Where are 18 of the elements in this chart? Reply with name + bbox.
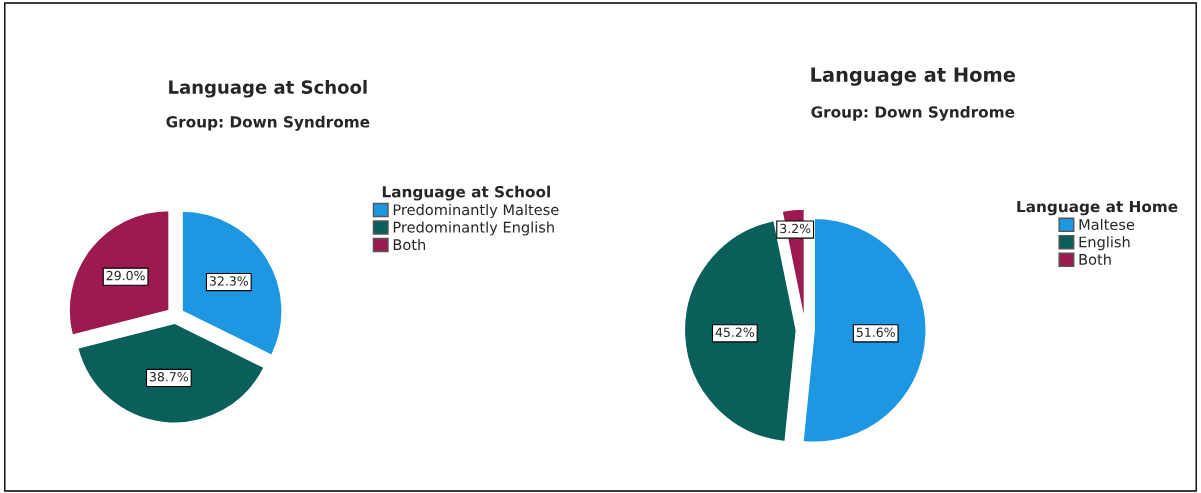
chart-subtitle: Group: Down Syndrome <box>166 115 370 131</box>
legend-label: Maltese <box>1079 218 1135 231</box>
legend-title: Language at Home <box>1017 200 1178 216</box>
data-label: 45.2% <box>715 327 755 337</box>
chart-title: Language at Home <box>811 67 1016 86</box>
chart-title: Language at School <box>169 79 367 98</box>
data-label: 32.3% <box>209 276 248 286</box>
data-label: 38.7% <box>149 372 188 382</box>
legend-label: Both <box>1079 253 1111 265</box>
data-label: 29.0% <box>106 270 145 281</box>
chart-subtitle: Group: Down Syndrome <box>811 105 1015 121</box>
legend-label: Predominantly English <box>393 221 554 236</box>
legend-label: English <box>1079 236 1130 251</box>
legend-title: Language at School <box>382 185 550 201</box>
data-label: 51.6% <box>856 327 895 337</box>
legend-label: Both <box>393 238 426 251</box>
data-label: 3.2% <box>780 223 811 234</box>
legend-label: Predominantly Maltese <box>393 203 559 219</box>
